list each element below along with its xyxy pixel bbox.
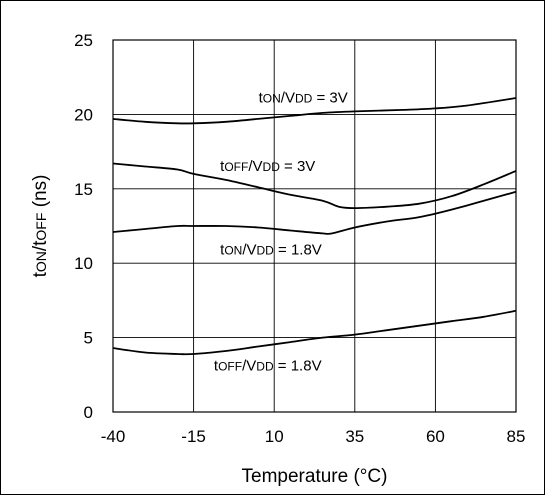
series-annotation-3: tON/VDD = 1.8V [220,241,322,258]
plot-area-border [112,39,517,413]
x-tick-label: 10 [265,427,284,446]
annotation-part: t [220,158,225,175]
annotation-part: /V [242,357,256,374]
series-line-1 [112,97,517,125]
annotation-part: /V [248,158,262,175]
y-axis-title-sub-off: OFF [33,213,49,241]
annotation-part: = 1.8V [274,241,322,258]
annotation-part: OFF [224,160,248,174]
y-axis-title-t2: /t [30,240,51,251]
y-tick-label: 25 [74,31,93,50]
y-tick-label: 15 [74,180,93,199]
y-tick-label: 20 [74,105,93,124]
tick-labels: -40 -15 10 35 60 85 0 5 10 15 20 25 [74,31,525,446]
y-tick-label: 10 [74,254,93,273]
series-annotation-2: tOFF/VDD = 3V [220,158,315,175]
annotation-part: t [214,357,219,374]
series-annotation-1: tON/VDD = 3V [259,89,348,106]
annotation-part: DD [256,359,274,373]
annotation-part: = 3V [280,158,315,175]
series-line-2 [112,162,517,209]
x-axis-title: Temperature (°C) [242,466,388,487]
y-axis-title-unit: (ns) [30,175,51,213]
annotation-part: DD [295,91,313,105]
annotation-part: ON [224,243,242,257]
annotation-part: /V [281,89,295,106]
series-annotation-4: tOFF/VDD = 1.8V [214,357,322,374]
annotation-part: /V [242,241,256,258]
y-axis-title: tON/tOFF (ns) [30,175,51,278]
annotation-part: DD [257,243,275,257]
x-tick-label: 85 [507,427,526,446]
annotation-part: t [259,89,264,106]
annotation-part: ON [263,91,281,105]
y-axis-title-sub-on: ON [33,251,49,272]
annotation-part: OFF [218,359,242,373]
annotation-part: DD [263,160,281,174]
series-lines [112,97,517,356]
y-tick-label: 5 [84,329,93,348]
x-tick-label: -15 [181,427,206,446]
x-tick-label: -40 [101,427,126,446]
annotation-part: = 3V [312,89,347,106]
annotation-part: t [220,241,225,258]
y-axis-title-t1: t [30,271,51,277]
y-tick-label: 0 [84,403,93,422]
x-tick-label: 35 [345,427,364,446]
x-tick-label: 60 [426,427,445,446]
series-line-4 [112,309,517,356]
annotation-part: = 1.8V [274,357,322,374]
series-line-3 [112,190,517,235]
